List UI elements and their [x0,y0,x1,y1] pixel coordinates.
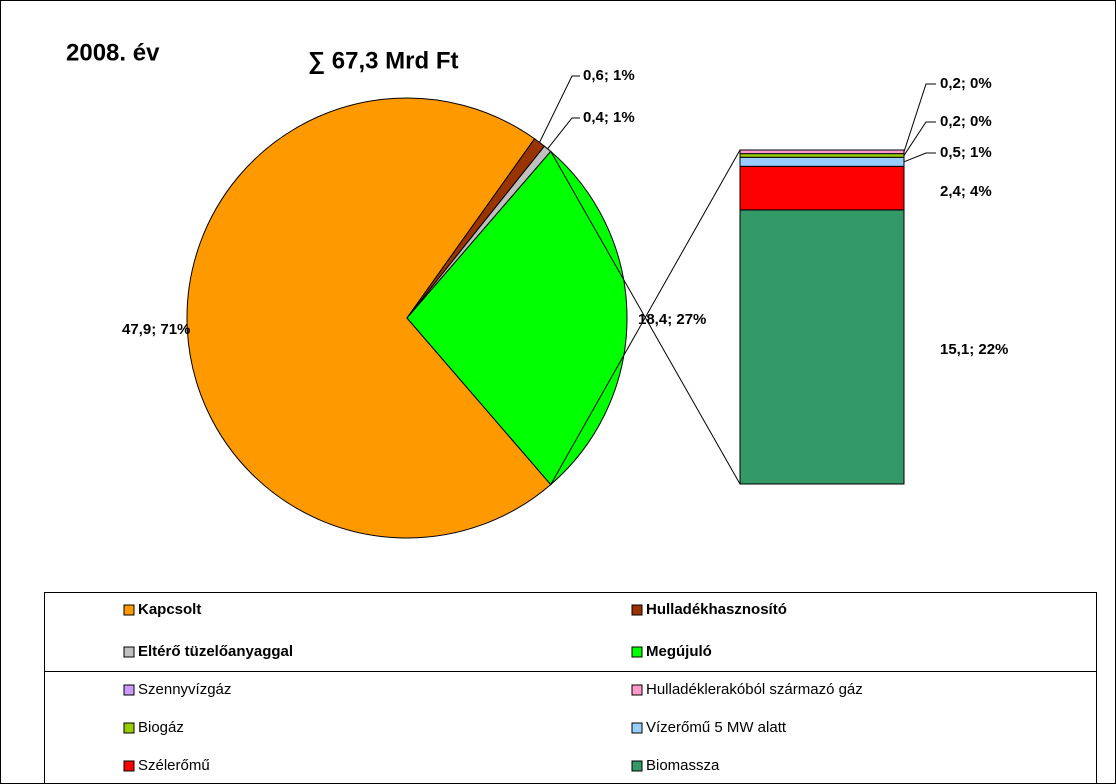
data-label: 0,6; 1% [583,67,635,84]
legend-label: Hulladékhasznosító [646,601,787,618]
bar-segment [739,156,905,167]
bar-segment [739,153,905,158]
bar-segment [739,149,905,155]
leader-line [903,152,936,163]
legend-swatch [631,722,643,734]
legend-swatch [123,760,135,772]
legend-label: Megújuló [646,643,712,660]
bar-segment [739,165,905,211]
legend-label: Biomassza [646,757,720,774]
legend-label: Szélerőmű [138,757,210,774]
legend-box [44,592,1097,784]
legend-swatch [123,646,135,658]
legend-swatch [631,604,643,616]
chart-subtitle: ∑ 67,3 Mrd Ft [308,47,458,74]
data-label: 15,1; 22% [940,341,1008,358]
data-label: 0,2; 0% [940,75,992,92]
data-label: 0,5; 1% [940,144,992,161]
legend-swatch [123,722,135,734]
legend-swatch [631,684,643,696]
connector [550,151,741,485]
data-label: 47,9; 71% [122,321,190,338]
pie-slice [186,97,552,539]
legend-swatch [631,760,643,772]
legend-label: Hulladéklerakóból származó gáz [646,681,863,698]
legend-swatch [123,684,135,696]
legend-label: Biogáz [138,719,184,736]
legend-swatch [631,646,643,658]
leader-line [547,117,580,150]
leader-line [903,121,936,156]
data-label: 18,4; 27% [638,311,706,328]
legend-label: Eltérő tüzelőanyaggal [138,643,293,660]
legend-label: Kapcsolt [138,601,201,618]
data-label: 2,4; 4% [940,183,992,200]
legend-swatch [123,604,135,616]
leader-line [903,83,936,152]
bar-segment [739,209,905,485]
chart-title: 2008. év [66,39,160,66]
leader-line [539,75,580,143]
data-label: 0,4; 1% [583,109,635,126]
legend-label: Szennyvízgáz [138,681,231,698]
data-label: 0,2; 0% [940,113,992,130]
legend-label: Vízerőmű 5 MW alatt [646,719,787,736]
pie-slice [406,150,628,486]
